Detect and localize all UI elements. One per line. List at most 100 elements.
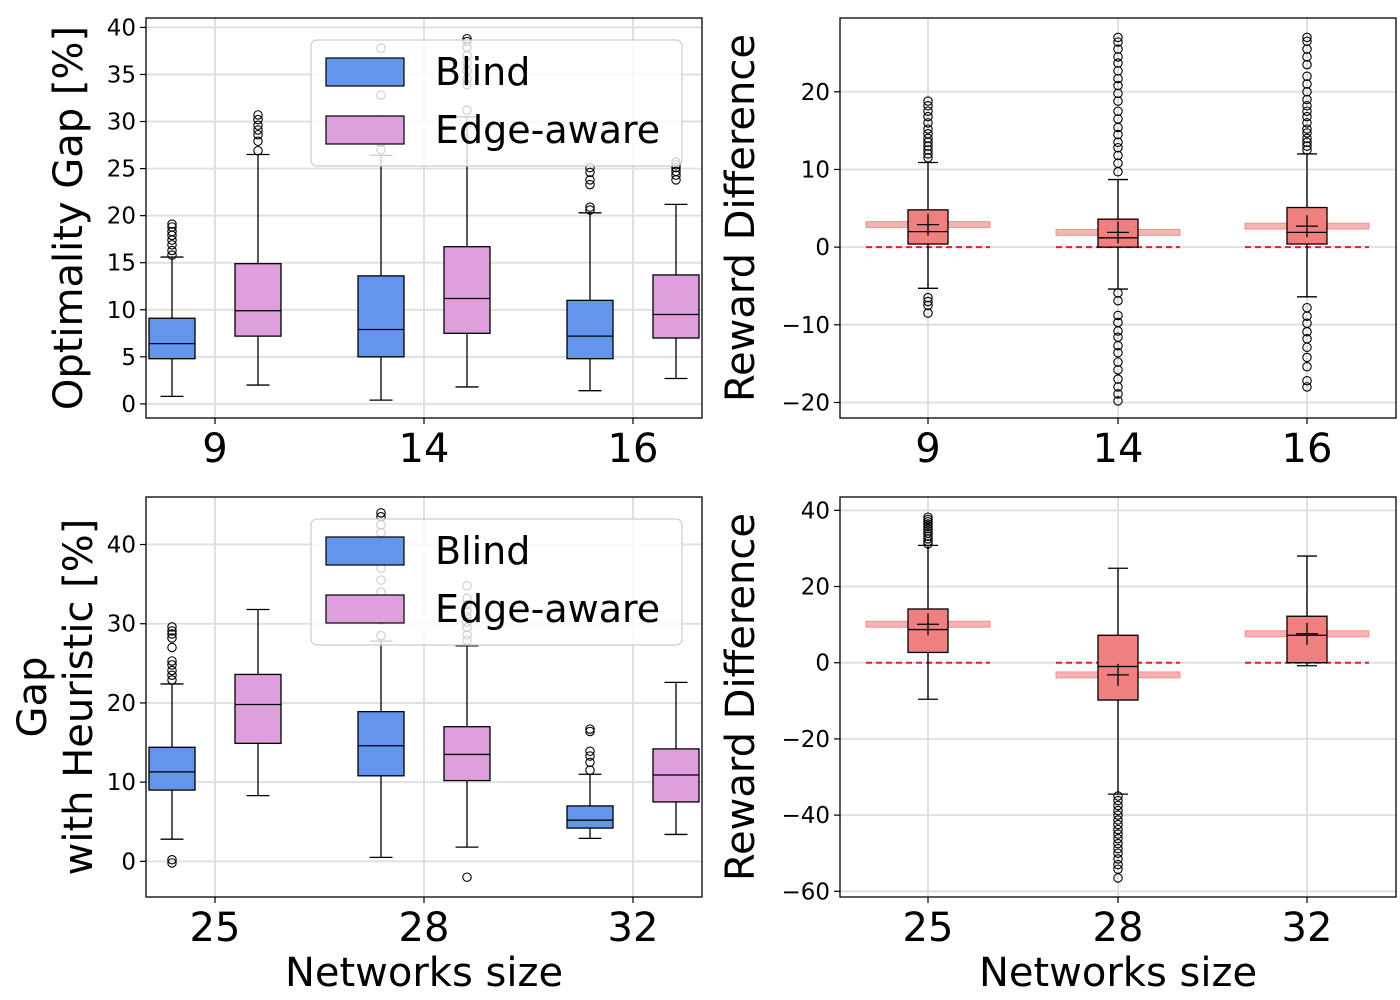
box-group: [907, 96, 949, 318]
outlier-point: [1113, 800, 1123, 811]
outlier-point: [923, 300, 933, 311]
outlier-point: [167, 219, 177, 229]
panel-gap-with-heuristic: 0 10 20 30 40 25 28 32 Gapwith Heuristic [%] Netw…: [10, 496, 703, 996]
box-body: [234, 262, 282, 337]
outlier-point: [1113, 348, 1123, 358]
outlier-point: [1302, 36, 1312, 47]
outlier-point: [1113, 365, 1123, 375]
outlier-point: [923, 519, 933, 529]
outlier-point: [1113, 833, 1123, 844]
box-group: [1097, 32, 1139, 406]
axes-frame: [145, 496, 703, 898]
outlier-point: [1113, 80, 1123, 91]
y-tick-label: 20: [107, 204, 136, 230]
box-group: [148, 219, 196, 398]
outlier-point: [1302, 118, 1312, 128]
outlier-point: [923, 308, 933, 318]
outlier-point: [167, 250, 177, 260]
y-tick-label: −60: [781, 879, 830, 905]
outlier-point: [1302, 79, 1312, 89]
outlier-point: [923, 531, 933, 541]
x-tick-label: 28: [399, 905, 450, 951]
outlier-point: [1113, 106, 1123, 116]
x-tick-label: 32: [1282, 905, 1333, 951]
outlier-point: [1113, 819, 1123, 830]
outlier-point: [253, 136, 263, 147]
x-tick-label: 9: [915, 426, 940, 472]
outlier-point: [1302, 128, 1312, 138]
outlier-point: [1113, 838, 1123, 849]
outlier-point: [167, 855, 177, 865]
y-tick-label: 0: [815, 651, 830, 677]
outlier-point: [923, 517, 933, 527]
outlier-point: [1113, 66, 1123, 76]
outlier-point: [585, 757, 595, 768]
box-body: [566, 299, 614, 360]
axes-frame: [839, 496, 1397, 898]
outlier-point: [462, 872, 472, 882]
axes-frame: [145, 17, 703, 419]
outlier-point: [253, 120, 263, 131]
outlier-point: [923, 292, 933, 303]
y-tick-label: 30: [107, 110, 136, 136]
outlier-point: [1302, 87, 1312, 97]
outlier-point: [923, 528, 933, 538]
box-group: [566, 162, 614, 392]
outlier-point: [923, 101, 933, 111]
x-tick-label: 25: [903, 905, 954, 951]
y-tick-label: 25: [107, 157, 136, 183]
panel-reward-difference-top: −20 −10 0 10 20 9 14 16 Reward Difference: [718, 17, 1397, 472]
outlier-point: [167, 660, 177, 670]
y-axis-label: Reward Difference: [718, 513, 764, 881]
y-tick-label: 10: [801, 157, 830, 183]
outlier-point: [1302, 375, 1312, 386]
outlier-point: [1113, 58, 1123, 68]
outlier-point: [585, 179, 595, 190]
legend-label: Edge-aware: [435, 587, 660, 631]
outlier-point: [671, 170, 681, 180]
outlier-point: [1113, 295, 1123, 306]
outlier-point: [923, 296, 933, 307]
outlier-point: [585, 746, 595, 757]
y-tick-label: 0: [121, 849, 136, 875]
outlier-point: [1302, 352, 1312, 363]
outlier-point: [167, 626, 177, 636]
y-tick-label: −20: [781, 727, 830, 753]
outlier-point: [1113, 137, 1123, 148]
outlier-point: [1302, 302, 1312, 313]
outlier-point: [1113, 843, 1123, 854]
outlier-point: [923, 106, 933, 116]
box-group: [1097, 567, 1139, 883]
x-tick-label: 14: [1093, 426, 1144, 472]
outlier-point: [167, 629, 177, 639]
outlier-point: [1113, 150, 1123, 161]
outlier-point: [1113, 791, 1123, 801]
outlier-point: [923, 153, 933, 163]
box-group: [566, 724, 614, 840]
outlier-point: [1113, 37, 1123, 47]
box-group: [1286, 32, 1328, 392]
outlier-point: [1113, 129, 1123, 140]
outlier-point: [1302, 141, 1312, 151]
x-tick-label: 25: [190, 905, 241, 951]
y-tick-label: 10: [107, 770, 136, 796]
x-tick-label: 16: [1282, 426, 1333, 472]
outlier-point: [1113, 114, 1123, 124]
outlier-point: [923, 521, 933, 532]
box-body: [148, 317, 196, 360]
outlier-point: [1302, 145, 1312, 155]
box-body: [443, 726, 491, 782]
outlier-point: [1302, 382, 1312, 392]
y-axis-label: Optimality Gap [%]: [46, 26, 92, 410]
outlier-point: [1302, 124, 1312, 134]
outlier-point: [1302, 59, 1312, 70]
outlier-point: [585, 726, 595, 737]
panel-optimality-gap: 0 5 10 15 20 25 30 35 40 9 14 16 Optimality Gap [%] B…: [46, 15, 703, 472]
outlier-point: [923, 512, 933, 522]
outlier-point: [253, 125, 263, 135]
outlier-point: [1113, 317, 1123, 328]
box-group: [234, 110, 282, 386]
outlier-point: [167, 622, 177, 632]
outlier-point: [167, 675, 177, 685]
